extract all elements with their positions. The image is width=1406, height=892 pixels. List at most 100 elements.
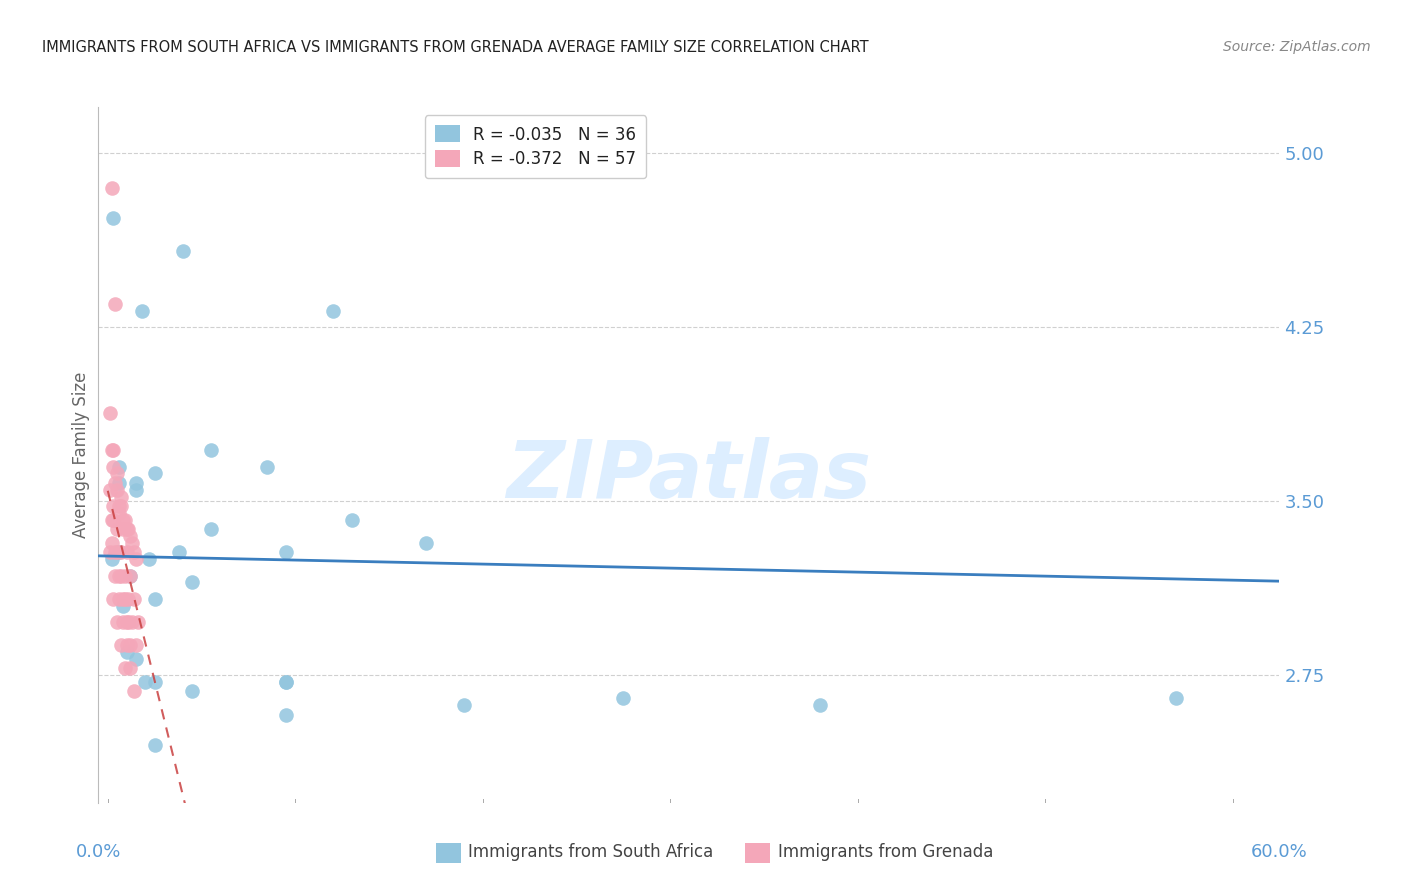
Point (100, 513, 122, 527)
Point (111, 615, 134, 629)
Point (100, 443, 122, 458)
Point (340, 513, 363, 527)
Point (453, 698, 475, 713)
Point (108, 568, 131, 582)
Point (110, 499, 132, 513)
Point (125, 483, 148, 497)
Text: 60.0%: 60.0% (1251, 843, 1308, 861)
Point (98, 483, 121, 497)
Point (181, 684, 204, 698)
Point (200, 443, 222, 458)
Point (181, 575, 204, 590)
Legend: R = -0.035   N = 36, R = -0.372   N = 57: R = -0.035 N = 36, R = -0.372 N = 57 (425, 115, 647, 178)
Point (110, 490, 132, 504)
Point (111, 513, 134, 527)
Point (167, 545, 190, 559)
Point (256, 459, 278, 474)
Point (103, 443, 125, 458)
Point (127, 615, 149, 629)
Point (138, 552, 160, 566)
Point (98, 406, 121, 420)
Point (125, 475, 148, 490)
Point (108, 591, 131, 606)
Point (108, 506, 131, 520)
Point (115, 638, 138, 652)
Point (134, 675, 156, 690)
Point (120, 568, 142, 582)
Point (110, 568, 132, 582)
Point (120, 638, 142, 652)
Point (103, 499, 125, 513)
Point (105, 467, 128, 481)
Point (105, 545, 128, 559)
Point (111, 522, 134, 536)
Point (105, 483, 128, 497)
Point (110, 545, 132, 559)
Point (103, 591, 125, 606)
Point (121, 615, 143, 629)
Point (274, 675, 297, 690)
Point (322, 304, 344, 318)
Point (108, 545, 131, 559)
Point (122, 684, 145, 698)
Point (103, 211, 125, 226)
Point (117, 615, 139, 629)
Point (105, 615, 128, 629)
Point (117, 591, 139, 606)
Point (125, 552, 148, 566)
Point (121, 536, 143, 550)
Point (115, 615, 138, 629)
Point (108, 459, 131, 474)
Point (274, 675, 297, 690)
Point (143, 738, 166, 752)
Point (111, 599, 134, 613)
Point (104, 545, 127, 559)
Point (111, 591, 134, 606)
Point (100, 552, 122, 566)
Point (612, 691, 634, 706)
Point (108, 475, 131, 490)
Point (1166, 691, 1188, 706)
Point (172, 244, 194, 258)
Point (114, 513, 136, 527)
Point (100, 536, 122, 550)
Point (415, 536, 437, 550)
Point (120, 529, 142, 543)
Point (125, 652, 148, 666)
Point (115, 522, 138, 536)
Text: 0.0%: 0.0% (76, 843, 121, 861)
Point (808, 698, 831, 713)
Point (143, 591, 166, 606)
Point (200, 522, 222, 536)
Point (131, 304, 153, 318)
Text: IMMIGRANTS FROM SOUTH AFRICA VS IMMIGRANTS FROM GRENADA AVERAGE FAMILY SIZE CORR: IMMIGRANTS FROM SOUTH AFRICA VS IMMIGRAN… (42, 40, 869, 55)
Point (110, 638, 132, 652)
Point (120, 661, 142, 675)
Text: Immigrants from South Africa: Immigrants from South Africa (468, 843, 713, 861)
Text: Immigrants from Grenada: Immigrants from Grenada (778, 843, 993, 861)
Point (143, 467, 166, 481)
Point (114, 591, 136, 606)
Point (122, 545, 145, 559)
Point (104, 297, 127, 311)
Text: ZIPatlas: ZIPatlas (506, 437, 872, 515)
Point (104, 475, 127, 490)
Point (114, 661, 136, 675)
Point (98, 545, 121, 559)
Point (274, 545, 297, 559)
Point (125, 638, 148, 652)
Point (103, 459, 125, 474)
Y-axis label: Average Family Size: Average Family Size (72, 372, 90, 538)
Point (114, 568, 136, 582)
Text: Source: ZipAtlas.com: Source: ZipAtlas.com (1223, 40, 1371, 54)
Point (103, 513, 125, 527)
Point (122, 591, 145, 606)
Point (115, 645, 138, 659)
Point (104, 568, 127, 582)
Point (115, 545, 138, 559)
Point (105, 522, 128, 536)
Point (117, 522, 139, 536)
Point (274, 707, 297, 722)
Point (120, 568, 142, 582)
Point (108, 499, 131, 513)
